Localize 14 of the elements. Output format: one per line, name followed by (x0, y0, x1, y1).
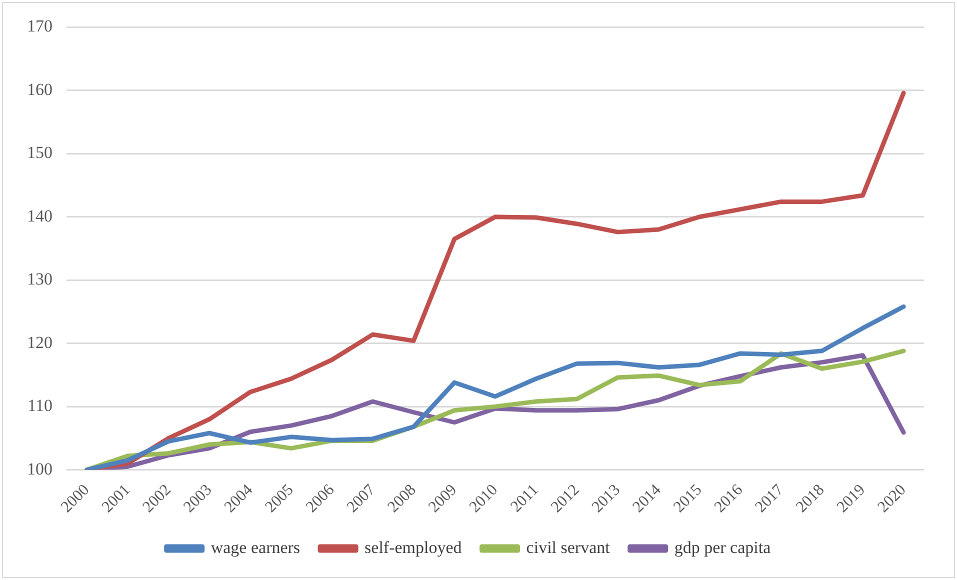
y-tick-label: 100 (27, 459, 52, 478)
y-tick-label: 170 (27, 16, 52, 36)
x-tick-label: 2011 (508, 481, 542, 516)
y-tick-label: 110 (28, 396, 52, 416)
y-tick-label: 160 (27, 80, 52, 99)
y-tick-label: 150 (27, 143, 52, 162)
legend-label: self-employed (364, 538, 462, 557)
legend-label: wage earners (210, 538, 300, 557)
y-tick-label: 130 (27, 270, 52, 289)
x-tick-label: 2001 (98, 481, 134, 516)
legend-label: gdp per capita (674, 538, 772, 557)
legend-label: civil servant (526, 538, 610, 557)
y-tick-label: 120 (27, 332, 52, 352)
y-tick-label: 140 (27, 206, 52, 226)
